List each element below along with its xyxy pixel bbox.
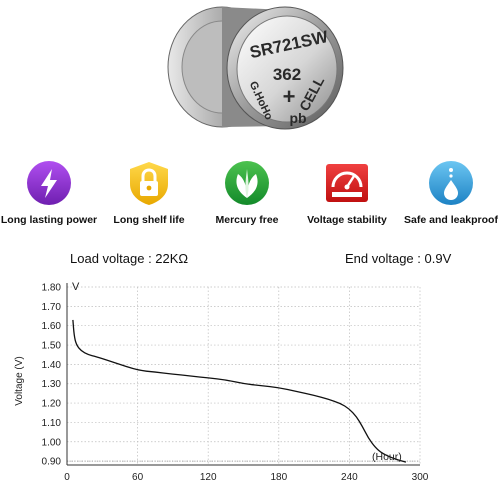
water-drop-icon xyxy=(429,161,473,205)
y-tick-label: 1.40 xyxy=(42,360,62,371)
battery-text-pb: pb xyxy=(289,110,306,126)
feature-row: Long lasting power Long shelf life Mercu… xyxy=(0,160,500,240)
load-voltage-text: Load voltage : 22KΩ xyxy=(70,251,189,266)
y-tick-label: 1.80 xyxy=(42,283,62,294)
x-tick-label: 300 xyxy=(412,472,429,483)
y-tick-label: 1.50 xyxy=(42,341,62,352)
feature-voltage-stability: Voltage stability xyxy=(297,160,397,226)
battery-illustration: SR721SW 362 + CELL pb G.HoHo xyxy=(167,6,344,130)
battery-face xyxy=(236,15,338,123)
feature-label: Long lasting power xyxy=(0,214,98,226)
end-voltage-text: End voltage : 0.9V xyxy=(345,251,452,266)
x-tick-label: 60 xyxy=(132,472,144,483)
x-tick-label: 240 xyxy=(341,472,358,483)
leaf-icon xyxy=(225,161,269,205)
lock-icon xyxy=(130,162,168,205)
x-tick-label: 120 xyxy=(200,472,217,483)
feature-long-lasting-power: Long lasting power xyxy=(0,160,99,226)
feature-mercury-free: Mercury free xyxy=(197,160,297,226)
battery-text-plus: + xyxy=(283,84,296,109)
gauge-icon xyxy=(326,164,368,202)
battery-text-model: 362 xyxy=(273,65,301,84)
feature-long-shelf-life: Long shelf life xyxy=(99,160,199,226)
y-tick-label: 1.70 xyxy=(42,302,62,313)
feature-safe-and-leakproof: Safe and leakproof xyxy=(401,160,500,226)
chart-axes xyxy=(66,283,420,466)
x-tick-label: 180 xyxy=(270,472,287,483)
y-axis-unit: V xyxy=(72,281,80,293)
y-tick-label: 1.60 xyxy=(42,321,62,332)
feature-label: Voltage stability xyxy=(307,214,387,226)
y-axis-label: Voltage (V) xyxy=(14,356,25,405)
feature-label: Long shelf life xyxy=(113,214,185,226)
feature-label: Safe and leakproof xyxy=(404,214,498,226)
x-axis-unit: (Hour) xyxy=(372,451,402,463)
chart-tick-labels: 0.90 1.00 1.10 1.20 1.30 1.40 1.50 1.60 1.70 1.80… xyxy=(42,283,429,484)
y-tick-label: 1.00 xyxy=(42,437,62,448)
chart-grid xyxy=(66,286,421,465)
lightning-icon xyxy=(27,161,71,205)
y-tick-label: 1.10 xyxy=(42,418,62,429)
feature-label: Mercury free xyxy=(215,214,279,226)
x-tick-label: 0 xyxy=(64,472,70,483)
chart-series xyxy=(72,319,407,463)
y-tick-label: 1.30 xyxy=(42,379,62,390)
y-tick-label: 0.90 xyxy=(42,457,62,468)
discharge-curve xyxy=(72,319,407,463)
discharge-chart: 0.90 1.00 1.10 1.20 1.30 1.40 1.50 1.60 1.70 1.80… xyxy=(14,281,429,484)
y-tick-label: 1.20 xyxy=(42,399,62,410)
